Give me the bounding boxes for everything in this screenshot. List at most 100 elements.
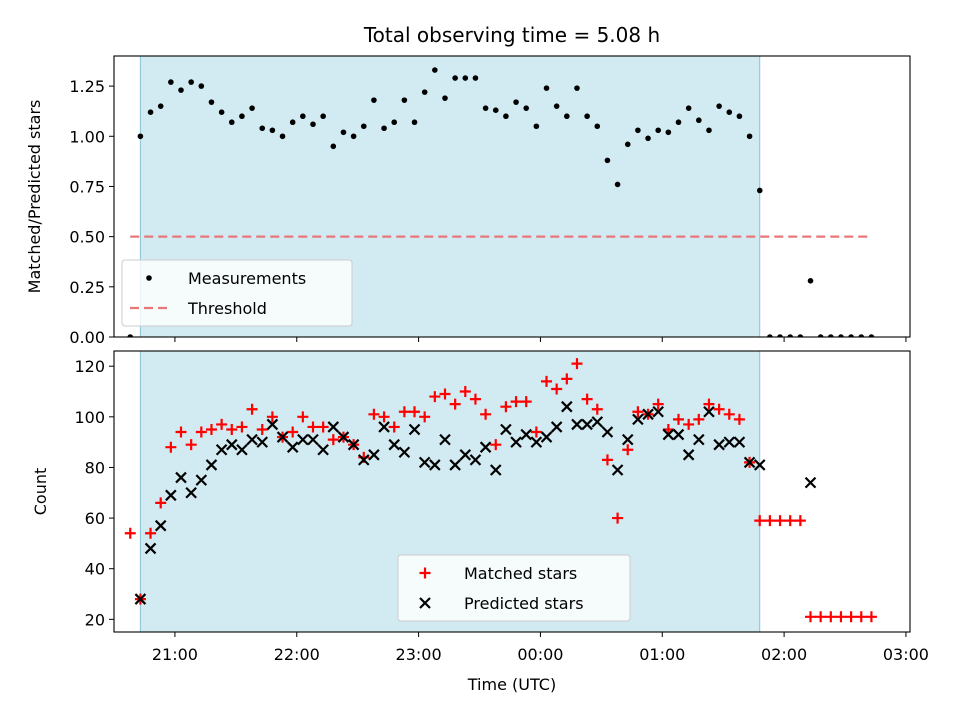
measurement-point <box>360 123 367 130</box>
measurement-point <box>553 103 560 109</box>
matched-star-point <box>287 426 299 438</box>
axes-frame <box>113 350 911 633</box>
matched-star-point <box>845 611 857 623</box>
matched-star-point <box>612 512 624 524</box>
x-axis-label: Time (UTC) <box>467 675 556 694</box>
measurement-point <box>492 107 499 113</box>
predicted-star-point <box>489 464 502 476</box>
measurement-point <box>756 187 763 194</box>
x-tick-label: 21:00 <box>152 645 198 664</box>
measurement-point <box>381 125 387 132</box>
matched-star-point <box>622 444 634 456</box>
matched-star-point <box>226 423 238 435</box>
matched-star-point <box>327 434 339 446</box>
measurement-point <box>675 119 682 126</box>
predicted-star-point <box>205 459 218 471</box>
predicted-star-point <box>520 428 532 441</box>
y-tick-label: 1.00 <box>69 127 105 146</box>
matched-star-point <box>165 441 177 453</box>
y-tick-label: 60 <box>85 509 105 528</box>
measurement-point <box>310 121 316 128</box>
measurement-point <box>685 105 692 111</box>
predicted-star-point <box>682 449 695 461</box>
predicted-star-point <box>804 476 817 489</box>
measurement-point <box>777 334 783 337</box>
matched-star-point <box>733 413 745 425</box>
legend-label: Matched stars <box>464 564 577 583</box>
measurement-point <box>807 278 814 284</box>
predicted-star-point <box>185 486 197 499</box>
matched-star-point <box>449 398 461 410</box>
predicted-star-point <box>388 438 401 451</box>
matched-star-point <box>409 406 421 418</box>
predicted-star-point <box>733 436 746 448</box>
predicted-star-point <box>286 441 299 453</box>
measurement-point <box>320 113 326 120</box>
measurement-point <box>188 79 194 85</box>
measurement-point <box>452 75 458 81</box>
matched-star-point <box>723 408 735 420</box>
matched-star-point <box>145 527 157 539</box>
matched-star-point <box>378 411 390 423</box>
measurement-point <box>401 97 408 103</box>
x-tick-label: 00:00 <box>517 645 563 664</box>
measurement-point <box>269 127 276 134</box>
predicted-star-point <box>469 454 482 466</box>
matched-star-point <box>815 611 827 623</box>
matched-star-point <box>439 388 451 400</box>
measurement-point <box>838 334 844 337</box>
y-axis-label: Matched/Predicted stars <box>25 100 44 294</box>
matched-star-point <box>764 515 776 527</box>
matched-star-point <box>317 421 329 433</box>
measurement-point <box>371 97 377 103</box>
matched-star-point <box>601 454 613 466</box>
predicted-star-point <box>337 431 350 443</box>
predicted-star-point <box>510 436 522 448</box>
matched-star-point <box>195 426 207 438</box>
y-tick-label: 80 <box>85 458 105 477</box>
legend: Measurements Threshold <box>121 259 353 327</box>
predicted-star-point <box>317 443 329 456</box>
matched-star-point <box>185 439 197 451</box>
measurement-point <box>472 75 479 81</box>
axes-frame <box>113 55 911 338</box>
measurement-point <box>624 141 631 148</box>
measurement-point <box>147 109 154 115</box>
predicted-star-point <box>550 421 563 433</box>
matched-star-point <box>236 421 248 433</box>
predicted-star-point <box>703 405 715 418</box>
predicted-star-point <box>693 433 705 446</box>
measurement-point <box>350 133 357 140</box>
legend-box <box>397 554 631 622</box>
measurement-point <box>858 334 865 337</box>
predicted-star-point <box>753 459 766 471</box>
predicted-star-point <box>571 418 583 431</box>
measurement-point <box>655 127 662 134</box>
predicted-star-point <box>591 416 604 428</box>
measurement-point <box>604 157 611 164</box>
predicted-star-point <box>429 459 441 471</box>
predicted-star-point <box>530 436 543 448</box>
measurement-point <box>208 99 215 105</box>
matched-star-point <box>205 423 217 435</box>
matched-star-point <box>490 439 502 451</box>
matched-star-point <box>774 515 786 527</box>
measurement-point <box>127 334 134 337</box>
matched-star-point <box>510 396 522 408</box>
measurement-point <box>868 334 875 337</box>
matched-star-point <box>571 358 583 370</box>
y-tick-label: 0.75 <box>69 177 105 196</box>
predicted-star-point <box>297 433 309 446</box>
measurement-point <box>787 334 793 337</box>
matched-star-point <box>673 413 685 425</box>
y-axis-label: Count <box>31 468 50 516</box>
predicted-star-point <box>276 431 289 443</box>
measurement-point <box>574 85 580 91</box>
matched-star-point <box>256 423 268 435</box>
measurement-point <box>848 334 854 337</box>
predicted-star-point <box>581 418 593 431</box>
matched-star-point <box>459 386 471 398</box>
y-tick-label: 1.25 <box>69 77 105 96</box>
measurement-point <box>432 67 438 73</box>
